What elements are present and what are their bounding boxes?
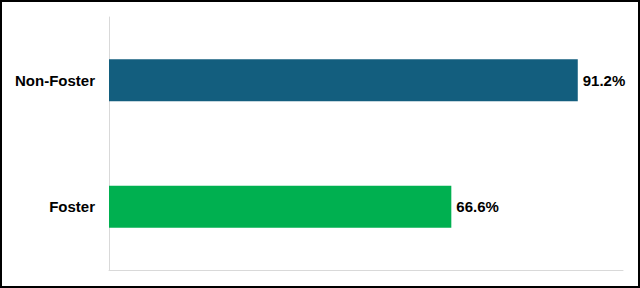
svg-text:Foster: Foster — [49, 198, 95, 215]
svg-text:66.6%: 66.6% — [456, 198, 499, 215]
svg-text:Non-Foster: Non-Foster — [15, 72, 95, 89]
svg-text:91.2%: 91.2% — [583, 72, 626, 89]
